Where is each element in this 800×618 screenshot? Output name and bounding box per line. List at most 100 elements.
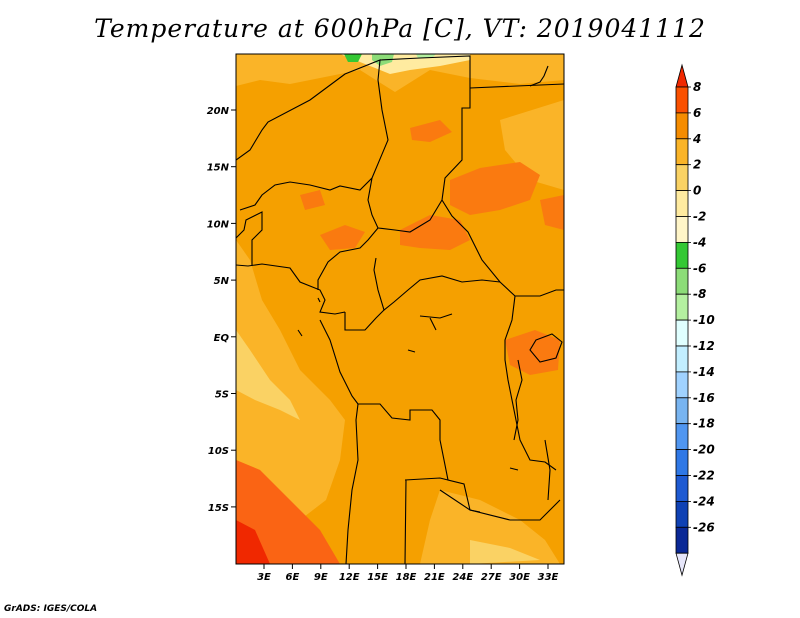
southeast-light-area	[420, 490, 560, 564]
lon-tick-label: 3E	[257, 572, 271, 583]
colorbar-label: 2	[693, 158, 701, 172]
colorbar-label: -10	[693, 313, 715, 327]
colorbar-bottom-arrow	[675, 552, 689, 577]
colorbar-segment	[675, 241, 689, 269]
colorbar-label: -26	[693, 520, 715, 534]
colorbar-label: -18	[693, 417, 715, 431]
lat-tick-label: 20N	[207, 106, 230, 117]
colorbar-label: 0	[693, 184, 701, 198]
lat-tick-label: EQ	[214, 333, 230, 344]
colorbar-label: -24	[693, 494, 715, 508]
congo-river-features	[407, 313, 453, 353]
lat-tick-label: 5S	[215, 390, 229, 401]
border-nigeria-cameroon	[317, 177, 379, 290]
lake-malawi	[544, 439, 551, 501]
green-patch-1	[344, 54, 362, 62]
green-patch-3	[416, 54, 436, 58]
warm-patch-chad	[410, 120, 452, 142]
colorbar-label: -22	[693, 469, 715, 483]
border-mali-niger	[236, 59, 389, 211]
lon-tick-label: 6E	[286, 572, 300, 583]
colorbar-segment	[675, 112, 689, 140]
small-island-marks	[297, 297, 519, 471]
colorbar-label: 6	[693, 106, 701, 120]
lat-tick-label: 10S	[208, 446, 229, 457]
colorbar-segment	[675, 86, 689, 114]
lat-tick-label: 15N	[207, 163, 230, 174]
colorbar-top-arrow	[675, 63, 689, 88]
border-northeast	[529, 65, 549, 87]
lat-tick-label: 10N	[207, 219, 230, 230]
colorbar-label: -12	[693, 339, 715, 353]
lon-tick-label: 30E	[509, 572, 530, 583]
footer-credit: GrADS: IGES/COLA	[4, 604, 98, 614]
colorbar-segment	[675, 293, 689, 321]
temperature-field	[236, 54, 564, 564]
lon-tick-label: 15E	[367, 572, 388, 583]
border-angola-drc	[358, 403, 481, 513]
colorbar-label: -2	[693, 210, 706, 224]
warm-patch-cameroon	[320, 225, 365, 250]
western-light-strip	[236, 240, 345, 520]
lon-tick-label: 9E	[314, 572, 328, 583]
colorbar-segment	[675, 190, 689, 217]
colorbar-segment	[675, 371, 689, 399]
colorbar-label: 8	[693, 80, 701, 94]
colorbar-segment	[675, 216, 689, 243]
lat-tick-label: 15S	[208, 503, 229, 514]
coast-angola	[345, 403, 359, 564]
warm-patch-ethiopia	[540, 195, 564, 230]
country-borders	[236, 55, 564, 564]
border-namibia-zambia	[404, 477, 449, 564]
colorbar-label: -14	[693, 365, 715, 379]
colorbar-segment	[675, 345, 689, 373]
colorbar: 8 6 4 2 0 -2 -4 -6 -8 -10 -12 -14 -16 -18 -20 -22 -24 -26	[675, 63, 715, 577]
lon-tick-label: 27E	[481, 572, 502, 583]
southwest-warm-area	[236, 460, 340, 564]
colorbar-segment	[675, 397, 689, 425]
lon-tick-label: 12E	[339, 572, 360, 583]
border-zambia-zimbabwe	[439, 489, 561, 521]
map-title: Temperature at 600hPa [C], VT: 201904111…	[94, 14, 706, 43]
border-south-sudan-uganda	[515, 289, 564, 297]
colorbar-segment	[675, 423, 689, 451]
lon-tick-label: 33E	[538, 572, 559, 583]
ocean-cool-strip	[236, 330, 300, 420]
east-light-area	[500, 100, 564, 190]
lake-victoria	[529, 333, 563, 363]
southeast-cool-area	[470, 540, 540, 564]
colorbar-segment	[675, 164, 689, 191]
colorbar-label: -8	[693, 287, 706, 301]
lat-tick-label: 5N	[214, 276, 230, 287]
colorbar-label: -16	[693, 391, 715, 405]
map-frame	[235, 53, 565, 565]
coast-gabon-congo	[319, 319, 359, 405]
colorbar-segment	[675, 267, 689, 295]
coast-gulf-of-guinea	[236, 263, 346, 315]
lon-tick-label: 24E	[452, 572, 473, 583]
border-car-drc	[373, 257, 501, 311]
border-west-coast-states	[236, 211, 263, 266]
colorbar-label: 4	[692, 132, 701, 146]
colorbar-segment	[675, 475, 689, 502]
colorbar-label: -6	[693, 261, 706, 275]
colorbar-segment	[675, 138, 689, 166]
border-chad-sudan	[379, 55, 516, 297]
colorbar-label: -4	[693, 235, 706, 249]
lake-tanganyika	[513, 359, 523, 441]
colorbar-segment	[675, 526, 689, 554]
longitude-axis: 3E 6E 9E 12E 15E 18E 21E 24E 27E 30E 33E	[257, 564, 559, 583]
colorbar-segment	[675, 319, 689, 347]
border-gabon-congo	[344, 309, 385, 331]
border-drc-east	[504, 295, 557, 471]
latitude-axis: 20N 15N 10N 5N EQ 5S 10S 15S	[207, 106, 236, 514]
lon-tick-label: 21E	[424, 572, 445, 583]
colorbar-label: -20	[693, 443, 715, 457]
southwest-hot-corner	[236, 520, 270, 564]
northern-warm-band	[236, 54, 564, 92]
lon-tick-label: 18E	[396, 572, 417, 583]
warm-patch-car	[400, 215, 470, 250]
warm-patch-sudan	[450, 162, 540, 215]
warm-patch-nigeria	[300, 190, 325, 210]
colorbar-segment	[675, 449, 689, 476]
